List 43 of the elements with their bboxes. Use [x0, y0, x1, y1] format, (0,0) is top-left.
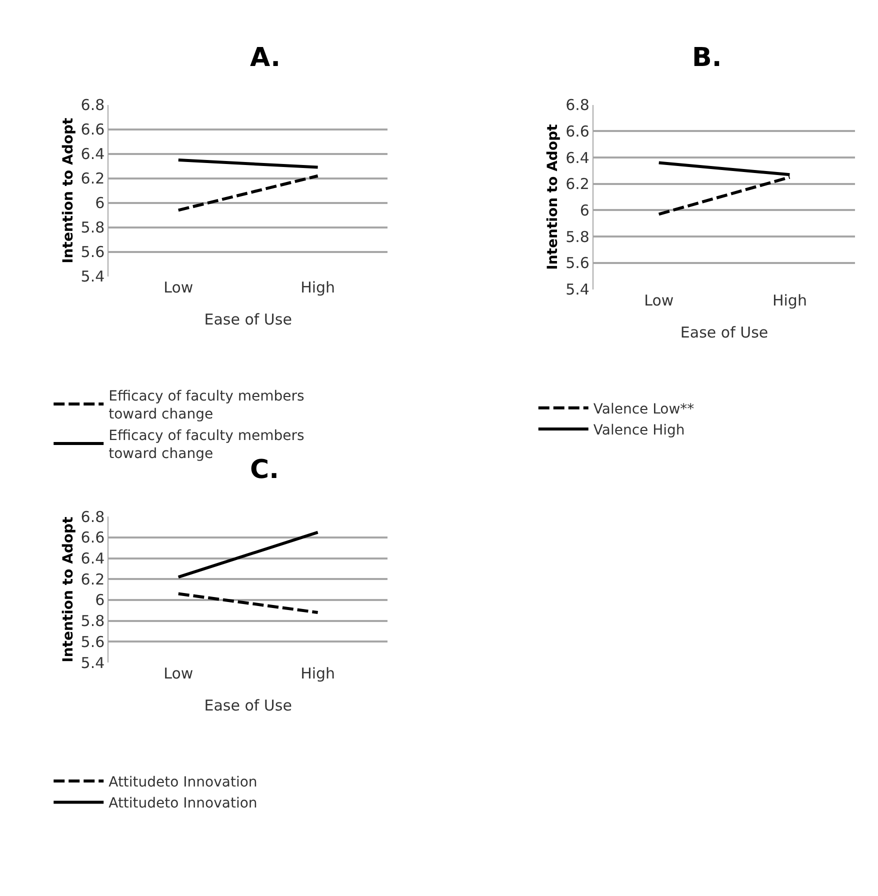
x-axis-title: Ease of Use: [680, 323, 768, 342]
y-tick-label: 6.8: [80, 96, 105, 114]
y-tick-label: 6.6: [566, 122, 590, 140]
y-tick-label: 6.2: [80, 170, 105, 188]
y-tick-label: 5.8: [80, 612, 105, 630]
chart-title: B.: [692, 43, 722, 73]
y-tick-label: 5.6: [80, 632, 105, 651]
y-axis-title: Intention to Adopt: [60, 516, 76, 662]
legend-label: Attitudeto Innovation: [108, 796, 258, 812]
x-tick-label: High: [300, 278, 336, 296]
y-axis-title: Intention to Adopt: [545, 124, 562, 270]
x-tick-label: High: [772, 291, 807, 310]
legend-label: Valence Low**: [593, 401, 694, 418]
x-tick-label: Low: [164, 278, 194, 296]
y-tick-label: 5.4: [80, 654, 105, 672]
y-tick-label: 6.2: [80, 570, 105, 588]
legend-label: Attitudeto Innovation: [108, 774, 258, 791]
y-tick-label: 6.6: [80, 528, 105, 547]
x-tick-label: Low: [164, 664, 194, 682]
legend-label: Valence High: [593, 422, 685, 438]
y-tick-label: 6.4: [566, 148, 590, 167]
y-tick-label: 6.6: [80, 120, 105, 139]
x-tick-label: Low: [644, 291, 674, 310]
x-axis-title: Ease of Use: [204, 310, 292, 328]
y-tick-label: 6: [95, 591, 105, 610]
y-tick-label: 5.6: [566, 254, 590, 272]
y-axis-title: Intention to Adopt: [60, 117, 76, 264]
y-tick-label: 6.4: [80, 145, 105, 164]
y-tick-label: 6: [580, 201, 590, 220]
y-tick-label: 6.2: [566, 175, 590, 194]
y-tick-label: 6: [95, 194, 105, 212]
y-tick-label: 6.8: [566, 96, 590, 114]
y-tick-label: 5.8: [566, 228, 590, 246]
legend-label: Efficacy of faculty members toward change: [108, 388, 304, 423]
y-tick-label: 5.4: [80, 268, 105, 286]
y-tick-label: 5.4: [566, 280, 590, 299]
y-tick-label: 5.6: [80, 243, 105, 262]
y-tick-label: 6.4: [80, 550, 105, 568]
x-axis-title: Ease of Use: [204, 696, 292, 714]
chart-title: A.: [250, 43, 280, 73]
y-tick-label: 5.8: [80, 218, 105, 237]
x-tick-label: High: [300, 664, 336, 682]
y-tick-label: 6.8: [80, 508, 105, 526]
